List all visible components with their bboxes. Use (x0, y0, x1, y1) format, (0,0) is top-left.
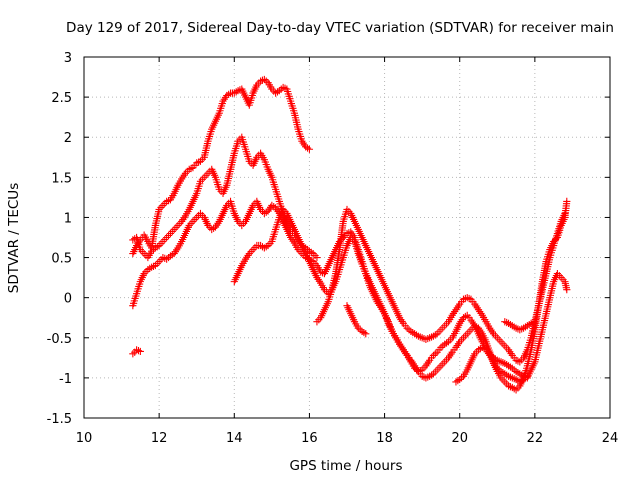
data-point (514, 357, 522, 365)
x-tick-label: 22 (527, 431, 544, 446)
data-point (262, 243, 270, 251)
plot-frame (83, 56, 611, 419)
data-point (463, 294, 471, 302)
axis-ticks: 10 12 14 16 18 20 22 24 -1.5 -1 -0.5 0 0.5 1 1.5 2 2.5 3 (47, 51, 619, 446)
x-tick-label: 10 (76, 431, 93, 446)
data-point (563, 197, 571, 205)
x-tick-label: 24 (602, 431, 619, 446)
y-tick-label: 0 (64, 292, 72, 307)
y-axis-label: SDTVAR / TECUs (6, 183, 22, 293)
data-point (279, 83, 287, 92)
y-tick-label: 1.5 (51, 171, 72, 186)
y-tick-label: -1.5 (47, 412, 72, 427)
data-point (561, 209, 569, 218)
data-point (225, 90, 233, 98)
data-point (303, 144, 312, 152)
x-tick-label: 16 (301, 431, 318, 446)
y-tick-label: 1 (64, 211, 72, 226)
x-tick-label: 14 (226, 431, 243, 446)
series-arc-1 (129, 346, 144, 358)
y-tick-label: 2 (64, 131, 72, 146)
series-arc-4 (129, 197, 571, 382)
x-axis-label: GPS time / hours (289, 458, 402, 474)
y-tick-label: 3 (64, 51, 72, 66)
data-point (313, 253, 321, 262)
series-arc-7 (343, 302, 370, 338)
x-tick-label: 18 (376, 431, 393, 446)
x-tick-label: 12 (151, 431, 168, 446)
data-point (134, 347, 143, 355)
data-point (563, 286, 571, 294)
y-tick-label: 2.5 (51, 91, 72, 106)
data-point (129, 350, 137, 358)
data-point (523, 372, 531, 380)
series-arc-8 (452, 343, 531, 386)
data-point (531, 318, 539, 326)
gridlines (84, 57, 610, 418)
y-tick-label: -0.5 (47, 332, 72, 347)
y-tick-label: 0.5 (51, 252, 72, 267)
data-point (465, 294, 473, 303)
data-point (305, 145, 314, 153)
y-tick-label: -1 (59, 372, 72, 387)
data-point (431, 350, 439, 358)
series-arc-9 (501, 318, 539, 334)
data-point (163, 255, 171, 263)
data-points (129, 75, 571, 394)
data-point (362, 330, 370, 338)
data-point (262, 77, 270, 85)
data-point (461, 312, 469, 321)
chart-title: Day 129 of 2017, Sidereal Day-to-day VTE… (66, 20, 614, 36)
series-arc-6 (313, 205, 569, 366)
x-tick-label: 20 (451, 431, 468, 446)
data-point (260, 75, 268, 84)
data-point (136, 347, 144, 356)
series-arc-2 (129, 75, 314, 258)
